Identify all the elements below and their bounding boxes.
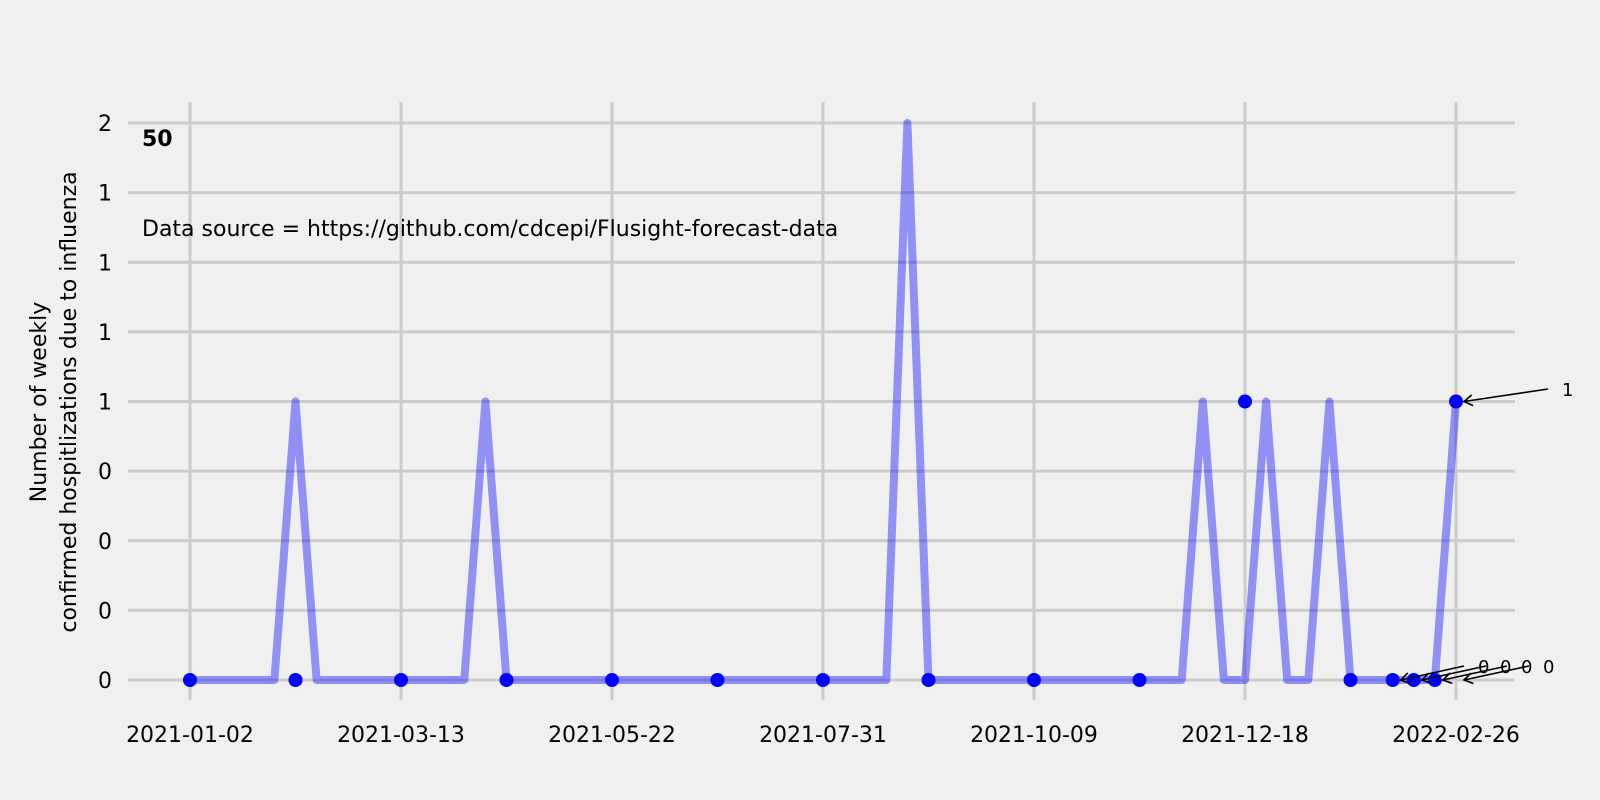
annotations: 10 0 0 0: [1399, 380, 1573, 685]
data-point-marker: [710, 673, 725, 687]
y-tick-label: 0: [98, 669, 112, 694]
location-label: 50: [142, 127, 173, 152]
x-tick-label: 2021-05-22: [548, 723, 676, 748]
data-point-marker: [816, 673, 830, 687]
annotation-arrowhead: [1399, 672, 1411, 685]
annotation-arrow: [1463, 388, 1549, 403]
data-point-marker: [1427, 673, 1442, 687]
x-tick-label: 2021-12-18: [1181, 723, 1309, 748]
y-tick-label: 0: [98, 530, 112, 555]
markers: [183, 394, 1463, 687]
data-point-marker: [1238, 394, 1252, 409]
annotation-arrow: [1421, 665, 1487, 681]
data-point-marker: [288, 673, 303, 687]
data-point-marker: [1449, 394, 1463, 409]
x-tick-label: 2021-01-02: [126, 723, 254, 748]
annotation-arrow: [1400, 665, 1465, 681]
annotation-arrowhead: [1462, 394, 1474, 407]
data-point-marker: [921, 673, 936, 687]
source-text: Data source = https://github.com/cdcepi/…: [142, 217, 838, 242]
annotation-label: 1: [1562, 380, 1573, 401]
annotation-label: 0: [1478, 657, 1489, 678]
y-tick-label: 0: [98, 599, 112, 624]
annotation-arrowhead: [1441, 672, 1453, 685]
data-point-marker: [499, 673, 514, 687]
annotation-label: 0: [1521, 657, 1532, 678]
annotation-arrow: [1463, 665, 1530, 681]
annotation-arrowhead: [1420, 672, 1432, 685]
x-tick-label: 2021-07-31: [759, 723, 887, 748]
y-tick-label: 2: [98, 112, 112, 137]
x-tick-label: 2021-03-13: [337, 723, 465, 748]
data-point-marker: [1343, 673, 1358, 687]
x-tick-label: 2022-02-26: [1392, 723, 1520, 748]
annotation-label: 0: [1543, 657, 1554, 678]
data-point-marker: [1132, 673, 1147, 687]
y-axis-label-line1: Number of weekly: [27, 302, 52, 503]
y-tick-label: 1: [98, 182, 112, 207]
data-point-marker: [183, 673, 197, 687]
y-tick-label: 0: [98, 460, 112, 485]
data-point-marker: [1385, 673, 1400, 687]
x-tick-label: 2021-10-09: [970, 723, 1098, 748]
data-point-marker: [1406, 673, 1421, 687]
data-point-marker: [394, 673, 408, 687]
y-axis-label: Number of weekly confirmed hospitlizatio…: [27, 171, 82, 632]
annotation-arrow: [1442, 665, 1508, 681]
data-point-marker: [605, 673, 619, 687]
annotation-arrowhead: [1462, 672, 1474, 685]
grid: [128, 102, 1515, 700]
annotation-label: 0: [1500, 657, 1511, 678]
y-tick-label: 1: [98, 321, 112, 346]
y-tick-label: 1: [98, 251, 112, 276]
data-point-marker: [1027, 673, 1041, 687]
y-axis-label-line2: confirmed hospitlizations due to influen…: [57, 171, 82, 632]
y-tick-label: 1: [98, 391, 112, 416]
